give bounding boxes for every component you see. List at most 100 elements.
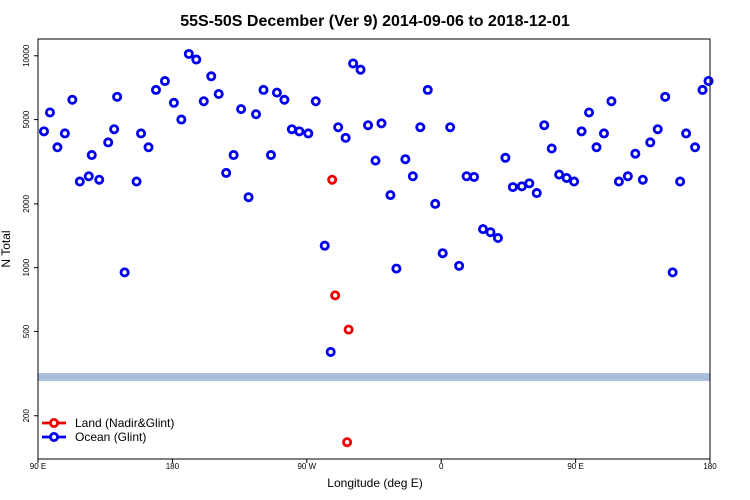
ocean-point xyxy=(119,267,130,278)
ocean-point xyxy=(539,120,550,131)
ocean-point xyxy=(400,154,411,165)
ocean-point xyxy=(228,150,239,161)
ocean-point xyxy=(660,91,671,102)
ocean-point xyxy=(584,107,595,118)
ocean-point xyxy=(561,172,572,183)
y-tick-label: 500 xyxy=(22,324,31,338)
ocean-point xyxy=(469,171,480,182)
ocean-point xyxy=(310,96,321,107)
ocean-point xyxy=(407,171,418,182)
land-point xyxy=(343,324,354,335)
x-tick-label: 90 E xyxy=(567,462,583,471)
ocean-point xyxy=(176,114,187,125)
x-axis-label: Longitude (deg E) xyxy=(327,476,422,490)
ocean-point xyxy=(243,192,254,203)
ocean-point xyxy=(131,176,142,187)
ocean-point xyxy=(690,142,701,153)
ocean-point xyxy=(437,248,448,259)
ocean-point xyxy=(251,109,262,120)
ocean-point xyxy=(150,84,161,95)
ocean-point xyxy=(507,182,518,193)
shaded-band xyxy=(38,373,710,381)
y-tick-label: 2000 xyxy=(22,194,31,212)
ocean-point xyxy=(86,150,97,161)
ocean-point xyxy=(645,137,656,148)
ocean-point xyxy=(500,152,511,163)
ocean-point xyxy=(103,137,114,148)
ocean-point xyxy=(591,142,602,153)
x-tick-label: 180 xyxy=(703,462,717,471)
ocean-point xyxy=(554,169,565,180)
ocean-point xyxy=(630,148,641,159)
ocean-point xyxy=(613,176,624,187)
ocean-point xyxy=(271,87,282,98)
ocean-point xyxy=(454,260,465,271)
x-tick-label: 90 E xyxy=(30,462,46,471)
ocean-point xyxy=(294,126,305,137)
ocean-point xyxy=(340,132,351,143)
x-tick-label: 0 xyxy=(439,462,444,471)
ocean-point xyxy=(183,48,194,59)
chart-title: 55S-50S December (Ver 9) 2014-09-06 to 2… xyxy=(180,13,570,30)
ocean-point xyxy=(191,54,202,65)
ocean-point xyxy=(52,142,63,153)
legend: Land (Nadir&Glint)Ocean (Glint) xyxy=(42,416,174,444)
ocean-point xyxy=(652,124,663,135)
ocean-point xyxy=(213,89,224,100)
ocean-point xyxy=(675,176,686,187)
y-tick-label: 200 xyxy=(22,409,31,423)
y-axis-label: N Total xyxy=(0,230,13,267)
ocean-point xyxy=(348,58,359,69)
ocean-point xyxy=(198,96,209,107)
ocean-point xyxy=(485,227,496,238)
plot-frame xyxy=(37,38,711,460)
ocean-point xyxy=(415,122,426,133)
ocean-point xyxy=(524,178,535,189)
ocean-point xyxy=(112,91,123,102)
ocean-point xyxy=(94,174,105,185)
ocean-point xyxy=(667,267,678,278)
y-tick-label: 10000 xyxy=(22,44,31,67)
ocean-point xyxy=(703,76,714,87)
ocean-point xyxy=(606,96,617,107)
ocean-point xyxy=(445,122,456,133)
x-tick-label: 90 W xyxy=(297,462,316,471)
ocean-point xyxy=(325,346,336,357)
legend-land-label: Land (Nadir&Glint) xyxy=(75,416,174,430)
ocean-point xyxy=(136,128,147,139)
y-tick-label: 5000 xyxy=(22,110,31,128)
ocean-point xyxy=(83,171,94,182)
ocean-point xyxy=(333,122,344,133)
ocean-point xyxy=(265,150,276,161)
ocean-point xyxy=(143,142,154,153)
x-axis: 90 E 180 90 W 0 90 E 180 xyxy=(30,459,717,471)
ocean-point xyxy=(279,94,290,105)
ocean-point xyxy=(546,143,557,154)
ocean-point xyxy=(569,176,580,187)
ocean-point xyxy=(363,120,374,131)
ocean-point xyxy=(319,240,330,251)
ocean-point xyxy=(236,104,247,115)
ocean-point xyxy=(206,71,217,82)
x-tick-label: 180 xyxy=(166,462,180,471)
ocean-point xyxy=(622,171,633,182)
legend-ocean-marker xyxy=(49,431,60,442)
ocean-point xyxy=(492,233,503,244)
ocean-point xyxy=(109,124,120,135)
ocean-point xyxy=(355,64,366,75)
ocean-point xyxy=(385,190,396,201)
ocean-point xyxy=(221,167,232,178)
ocean-point xyxy=(576,126,587,137)
legend-ocean-label: Ocean (Glint) xyxy=(75,430,146,444)
ocean-point xyxy=(430,198,441,209)
ocean-point xyxy=(67,94,78,105)
land-point xyxy=(342,437,353,448)
ocean-point xyxy=(159,76,170,87)
legend-land-marker xyxy=(49,417,60,428)
ocean-point xyxy=(598,128,609,139)
ocean-point xyxy=(531,188,542,199)
land-point xyxy=(327,174,338,185)
ocean-point xyxy=(391,263,402,274)
land-point xyxy=(330,290,341,301)
